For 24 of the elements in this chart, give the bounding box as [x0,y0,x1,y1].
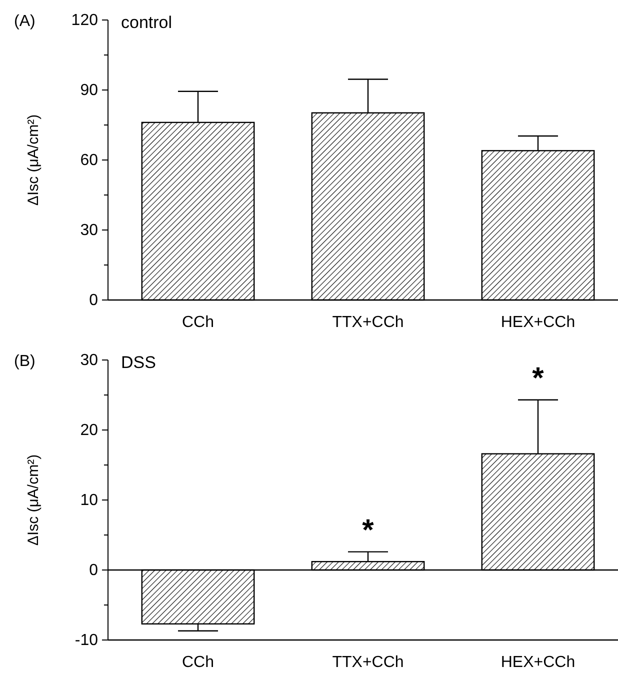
annotation: * [362,514,374,547]
y-tick-label: 0 [89,292,98,310]
y-tick-label: 60 [80,152,98,170]
chart-subtitle: control [121,13,172,32]
x-tick-label: TTX+CCh [332,314,404,331]
chart-title: (A) [14,13,36,30]
chart-title: (B) [14,353,36,370]
y-tick-label: 20 [80,422,98,440]
x-tick-label: CCh [182,654,214,671]
y-tick-label: 30 [80,222,98,240]
x-tick-label: TTX+CCh [332,654,404,671]
annotation: * [532,362,544,395]
x-tick-label: CCh [182,314,214,331]
x-tick-label: HEX+CCh [500,654,576,671]
y-tick-label: 0 [89,562,98,580]
x-tick-label: HEX+CCh [500,314,576,331]
chart-subtitle: DSS [121,353,156,372]
y-tick-label: 90 [80,82,98,100]
y-tick-label: 30 [80,352,98,370]
y-tick-label: -10 [74,632,98,650]
y-tick-label: 120 [71,12,98,30]
y-tick-label: 10 [80,492,98,510]
y-axis-title: ΔIsc (μA/cm²) [25,114,42,206]
y-axis-title: ΔIsc (μA/cm²) [25,454,42,546]
